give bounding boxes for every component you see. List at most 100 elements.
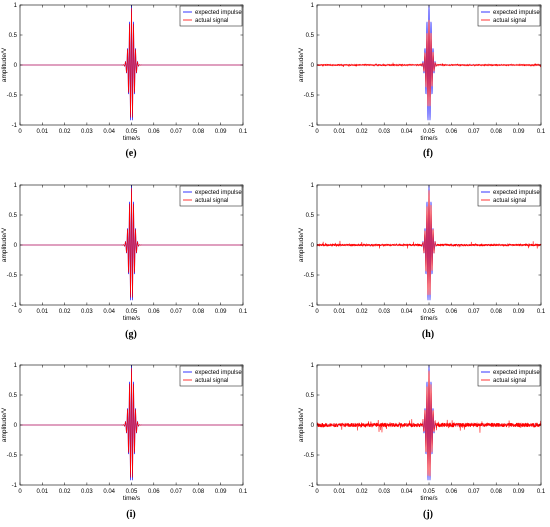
x-tick-label: 0.04 bbox=[103, 489, 115, 495]
x-tick-label: 0.03 bbox=[81, 489, 93, 495]
x-tick-label: 0.09 bbox=[215, 309, 227, 315]
x-tick-label: 0.09 bbox=[215, 129, 227, 135]
chart-panel-0: 0 0.01 0.02 0.03 0.04 0.05 0.06 0.07 0.08 0.09 0.1… bbox=[1, 3, 248, 159]
y-tick-label: 1 bbox=[311, 363, 315, 369]
x-tick-label: 0.04 bbox=[103, 309, 115, 315]
x-tick-label: 0.09 bbox=[513, 489, 525, 495]
chart-panel-1: 0 0.01 0.02 0.03 0.04 0.05 0.06 0.07 0.08 0.09 0.1… bbox=[298, 3, 546, 159]
legend-entry: expected impulse bbox=[195, 10, 242, 16]
series-line-actual-signal bbox=[316, 370, 542, 477]
x-tick-label: 0 bbox=[18, 309, 22, 315]
y-tick-label: 0.5 bbox=[306, 393, 315, 399]
x-tick-label: 0.09 bbox=[513, 309, 525, 315]
legend-box bbox=[477, 185, 541, 207]
x-tick-label: 0.06 bbox=[148, 309, 160, 315]
y-tick-label: -1 bbox=[309, 303, 315, 309]
x-tick-label: 0.07 bbox=[170, 129, 182, 135]
x-tick-label: 0 bbox=[315, 309, 319, 315]
x-tick-label: 0.02 bbox=[59, 129, 71, 135]
legend-entry: expected impulse bbox=[195, 370, 242, 376]
x-tick-label: 0.08 bbox=[490, 489, 502, 495]
legend-entry: expected impulse bbox=[493, 370, 540, 376]
y-tick-label: 0 bbox=[311, 63, 315, 69]
x-tick-label: 0.01 bbox=[334, 129, 346, 135]
legend-entry: actual signal bbox=[195, 198, 228, 204]
x-axis-label: time/s bbox=[420, 495, 438, 502]
x-tick-label: 0.04 bbox=[103, 129, 115, 135]
x-tick-label: 0.02 bbox=[59, 489, 71, 495]
x-axis-label: time/s bbox=[123, 315, 141, 322]
y-tick-label: 1 bbox=[14, 183, 18, 189]
y-tick-label: -1 bbox=[309, 483, 315, 489]
x-tick-label: 0.02 bbox=[356, 489, 368, 495]
x-tick-label: 0 bbox=[18, 489, 22, 495]
x-tick-label: 0.05 bbox=[126, 129, 138, 135]
x-tick-label: 0.03 bbox=[81, 129, 93, 135]
x-tick-label: 0.1 bbox=[239, 129, 248, 135]
y-tick-label: 0.5 bbox=[306, 33, 315, 39]
x-tick-label: 0.05 bbox=[423, 129, 435, 135]
y-tick-label: -1 bbox=[12, 123, 18, 129]
legend: expected impulse actual signal bbox=[179, 185, 243, 207]
y-tick-label: -0.5 bbox=[7, 453, 18, 459]
x-tick-label: 0.08 bbox=[490, 309, 502, 315]
legend-entry: actual signal bbox=[195, 378, 228, 384]
x-tick-label: 0.06 bbox=[446, 309, 458, 315]
legend: expected impulse actual signal bbox=[477, 185, 541, 207]
x-tick-label: 0.04 bbox=[401, 129, 413, 135]
x-tick-label: 0 bbox=[315, 129, 319, 135]
series-line-actual-signal bbox=[316, 190, 542, 296]
legend: expected impulse actual signal bbox=[477, 5, 541, 27]
x-tick-label: 0.05 bbox=[423, 309, 435, 315]
y-tick-label: -0.5 bbox=[7, 93, 18, 99]
chart-panel-4: 0 0.01 0.02 0.03 0.04 0.05 0.06 0.07 0.08 0.09 0.1… bbox=[1, 363, 248, 520]
y-tick-label: 1 bbox=[311, 3, 315, 9]
x-tick-label: 0.04 bbox=[401, 489, 413, 495]
x-axis-label: time/s bbox=[123, 495, 141, 502]
panel-label: (e) bbox=[125, 148, 136, 159]
x-tick-label: 0.07 bbox=[468, 129, 480, 135]
legend-entry: actual signal bbox=[493, 18, 526, 24]
series-line-actual-signal bbox=[316, 19, 542, 107]
y-axis-label: amplitude/V bbox=[1, 227, 8, 262]
x-axis-label: time/s bbox=[123, 135, 141, 142]
x-tick-label: 0.07 bbox=[468, 309, 480, 315]
legend-box bbox=[179, 185, 243, 207]
y-tick-label: -0.5 bbox=[7, 273, 18, 279]
x-tick-label: 0.08 bbox=[193, 489, 205, 495]
y-tick-label: -0.5 bbox=[304, 273, 315, 279]
x-tick-label: 0.06 bbox=[446, 129, 458, 135]
chart-panel-2: 0 0.01 0.02 0.03 0.04 0.05 0.06 0.07 0.08 0.09 0.1… bbox=[1, 183, 248, 340]
legend-entry: actual signal bbox=[493, 378, 526, 384]
y-tick-label: 0.5 bbox=[9, 33, 18, 39]
y-tick-label: -0.5 bbox=[304, 453, 315, 459]
y-tick-label: -1 bbox=[12, 303, 18, 309]
x-tick-label: 0.03 bbox=[81, 309, 93, 315]
x-tick-label: 0.05 bbox=[126, 489, 138, 495]
y-tick-label: 0 bbox=[311, 243, 315, 249]
y-tick-label: 1 bbox=[14, 363, 18, 369]
x-tick-label: 0.1 bbox=[537, 129, 546, 135]
panel-label: (g) bbox=[125, 329, 137, 340]
legend-entry: actual signal bbox=[195, 18, 228, 24]
x-tick-label: 0.1 bbox=[537, 309, 546, 315]
legend-box bbox=[477, 5, 541, 27]
x-tick-label: 0.02 bbox=[356, 309, 368, 315]
legend-entry: expected impulse bbox=[195, 190, 242, 196]
y-axis-label: amplitude/V bbox=[298, 407, 305, 442]
x-tick-label: 0.1 bbox=[537, 489, 546, 495]
x-tick-label: 0.07 bbox=[170, 309, 182, 315]
y-tick-label: -1 bbox=[12, 483, 18, 489]
y-axis-label: amplitude/V bbox=[298, 47, 305, 82]
x-tick-label: 0.06 bbox=[446, 489, 458, 495]
legend-box bbox=[179, 5, 243, 27]
y-axis-label: amplitude/V bbox=[1, 47, 8, 82]
y-axis-label: amplitude/V bbox=[298, 227, 305, 262]
y-tick-label: 1 bbox=[14, 3, 18, 9]
chart-panel-3: 0 0.01 0.02 0.03 0.04 0.05 0.06 0.07 0.08 0.09 0.1… bbox=[298, 183, 546, 340]
x-tick-label: 0.02 bbox=[59, 309, 71, 315]
x-tick-label: 0.05 bbox=[126, 309, 138, 315]
x-tick-label: 0.03 bbox=[378, 309, 390, 315]
series-line-actual-signal bbox=[20, 7, 243, 118]
